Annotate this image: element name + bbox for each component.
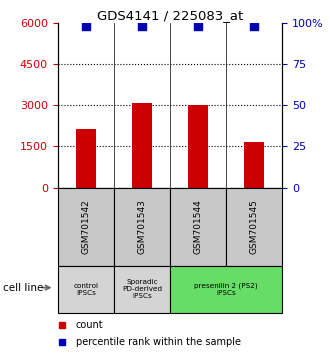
Bar xyxy=(114,266,170,313)
Point xyxy=(251,23,257,29)
Text: GSM701545: GSM701545 xyxy=(249,199,259,254)
Bar xyxy=(226,188,282,266)
Bar xyxy=(170,188,226,266)
Text: GSM701542: GSM701542 xyxy=(81,199,90,254)
Bar xyxy=(244,142,264,188)
Point xyxy=(195,23,201,29)
Text: percentile rank within the sample: percentile rank within the sample xyxy=(76,337,241,347)
Text: Sporadic
PD-derived
iPSCs: Sporadic PD-derived iPSCs xyxy=(122,279,162,299)
Bar xyxy=(76,129,96,188)
Point xyxy=(83,23,88,29)
Text: cell line: cell line xyxy=(3,282,44,293)
Bar xyxy=(170,266,282,313)
Bar xyxy=(58,188,114,266)
Title: GDS4141 / 225083_at: GDS4141 / 225083_at xyxy=(97,9,243,22)
Bar xyxy=(188,105,208,188)
Point xyxy=(139,23,145,29)
Bar xyxy=(132,103,152,188)
Text: count: count xyxy=(76,320,103,330)
Text: GSM701544: GSM701544 xyxy=(193,199,203,254)
Bar xyxy=(114,188,170,266)
Text: presenilin 2 (PS2)
iPSCs: presenilin 2 (PS2) iPSCs xyxy=(194,282,258,296)
Text: GSM701543: GSM701543 xyxy=(137,199,147,254)
Text: control
IPSCs: control IPSCs xyxy=(73,283,98,296)
Bar xyxy=(58,266,114,313)
